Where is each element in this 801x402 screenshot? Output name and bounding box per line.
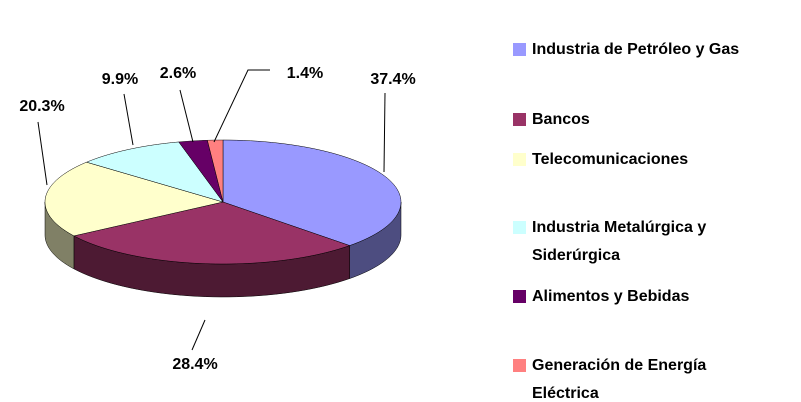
leader-line [383, 92, 386, 173]
legend-swatch [513, 221, 526, 234]
legend-label: Telecomunicaciones [532, 151, 689, 168]
data-label: 2.6% [160, 65, 196, 82]
legend-label: Bancos [532, 111, 590, 128]
legend-item: Alimentos y Bebidas [513, 283, 793, 311]
data-label: 1.4% [287, 65, 323, 82]
legend-label: Alimentos y Bebidas [532, 288, 690, 305]
legend-label: Industria de Petróleo y Gas [532, 41, 740, 58]
slice [44, 161, 224, 237]
leader-line [213, 69, 270, 143]
legend-swatch [513, 153, 526, 166]
slice [73, 201, 351, 265]
leader-line [179, 89, 194, 143]
slice [85, 141, 224, 203]
legend-swatch [513, 290, 526, 303]
legend-item: Bancos [513, 106, 793, 134]
legend-swatch [513, 43, 526, 56]
legend-swatch [513, 359, 526, 372]
legend-label: Industria Metalúrgica y Siderúrgica [532, 219, 707, 264]
data-label: 37.4% [370, 71, 415, 88]
data-label: 28.4% [172, 356, 217, 373]
legend-item: Generación de Energía Eléctrica [513, 352, 793, 402]
legend-label: Generación de Energía Eléctrica [532, 357, 707, 402]
legend-swatch [513, 113, 526, 126]
legend-item: Industria Metalúrgica y Siderúrgica [513, 214, 793, 270]
slice [222, 139, 402, 246]
legend-item: Telecomunicaciones [513, 146, 793, 174]
leader-line [191, 319, 206, 351]
data-label: 20.3% [19, 98, 64, 115]
leader-line [37, 121, 48, 186]
data-label: 9.9% [102, 71, 138, 88]
leader-line [123, 93, 134, 146]
legend-item: Industria de Petróleo y Gas [513, 36, 793, 64]
